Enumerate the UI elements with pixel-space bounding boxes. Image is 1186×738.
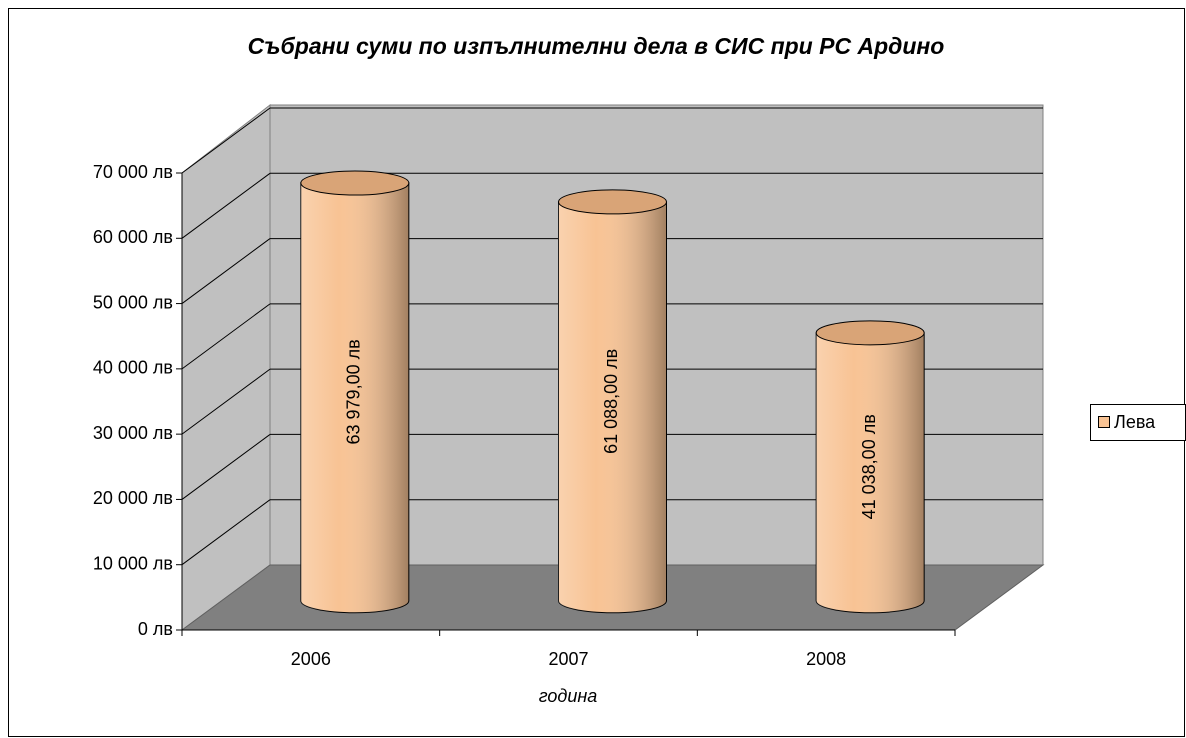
- cylinder-top: [815, 320, 925, 346]
- y-tick-label: 60 000 лв: [93, 227, 173, 247]
- grid-line-side: [181, 434, 271, 500]
- data-label: 61 088,00 лв: [601, 349, 621, 454]
- side-wall: [181, 103, 271, 631]
- data-label: 63 979,00 лв: [344, 339, 364, 444]
- y-tick-label: 70 000 лв: [93, 162, 173, 182]
- cylinder-top: [300, 170, 410, 196]
- data-label: 41 038,00 лв: [859, 414, 879, 519]
- cylinder-shade: [558, 201, 667, 613]
- grid-line-side: [181, 368, 271, 435]
- grid-line-side: [181, 499, 271, 566]
- cylinder-shade: [300, 183, 409, 613]
- x-axis-label: година: [539, 686, 598, 706]
- grid-line-side: [181, 238, 271, 304]
- cylinder-top: [558, 189, 667, 215]
- y-tick-label: 50 000 лв: [93, 292, 173, 312]
- x-tick-label: 2008: [806, 649, 846, 669]
- y-tick-label: 10 000 лв: [93, 553, 173, 573]
- y-tick-label: 30 000 лв: [93, 423, 173, 443]
- legend-label: Лева: [1114, 412, 1156, 432]
- x-tick-label: 2006: [291, 649, 331, 669]
- cylinder-shade: [816, 332, 925, 613]
- y-tick-label: 20 000 лв: [93, 488, 173, 508]
- y-tick-label: 40 000 лв: [93, 358, 173, 378]
- grid-line-side: [181, 172, 271, 239]
- chart-title: Събрани суми по изпълнителни дела в СИС …: [248, 33, 945, 59]
- legend-swatch: [1098, 416, 1110, 428]
- grid-line-side: [181, 303, 271, 370]
- y-tick-label: 0 лв: [138, 619, 173, 639]
- grid-line-side: [181, 107, 271, 174]
- x-tick-label: 2007: [548, 649, 588, 669]
